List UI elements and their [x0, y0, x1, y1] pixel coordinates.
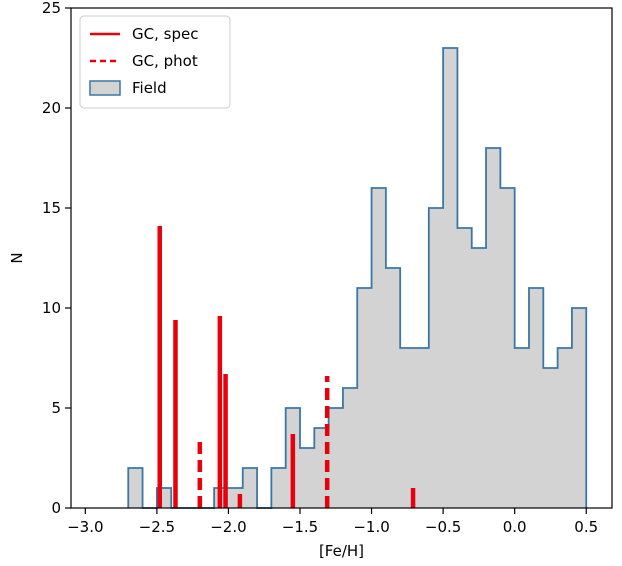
field-bin: [529, 288, 543, 508]
x-tick-label: −2.0: [210, 518, 246, 536]
field-bin: [429, 208, 443, 508]
field-bin: [558, 348, 572, 508]
y-axis-label: N: [8, 252, 26, 263]
legend-label: Field: [132, 79, 167, 97]
plot-frame: [70, 7, 613, 509]
y-tick-label: 5: [51, 399, 61, 417]
field-bin: [329, 408, 343, 508]
field-bin: [271, 468, 285, 508]
field-bin: [300, 448, 314, 508]
field-bin: [443, 48, 457, 508]
field-bin: [357, 288, 371, 508]
y-tick-label: 10: [42, 299, 61, 317]
x-tick-label: −2.5: [139, 518, 175, 536]
field-bin: [243, 468, 257, 508]
x-tick-label: 0.0: [503, 518, 527, 536]
field-bin: [128, 468, 142, 508]
field-bin: [414, 348, 428, 508]
field-bin: [386, 268, 400, 508]
x-tick-label: −1.5: [282, 518, 318, 536]
field-bin: [343, 388, 357, 508]
x-axis-label: [Fe/H]: [319, 542, 364, 560]
x-tick-label: −3.0: [67, 518, 103, 536]
legend-label: GC, spec: [132, 25, 198, 43]
field-bin: [400, 348, 414, 508]
field-bin: [500, 188, 514, 508]
field-bin: [472, 248, 486, 508]
y-tick-label: 15: [42, 199, 61, 217]
axes: −3.0 −2.5 −2.0 −1.5 −1.0 −0.5 0.0 0.5 0 5 10 15 20 25…: [8, 0, 613, 560]
x-tick-label: 0.5: [574, 518, 598, 536]
x-tick-label: −1.0: [353, 518, 389, 536]
plot-area: [127, 47, 588, 509]
y-tick-label: 20: [42, 99, 61, 117]
field-histogram-fill: [128, 48, 587, 508]
legend-label: GC, phot: [132, 52, 198, 70]
y-tick-label: 0: [51, 499, 61, 517]
x-tick-label: −0.5: [425, 518, 461, 536]
legend-swatch-field: [89, 80, 121, 96]
field-bin: [457, 228, 471, 508]
field-histogram-outline: [127, 47, 588, 509]
y-tick-label: 25: [42, 0, 61, 17]
field-bin: [486, 148, 500, 508]
field-bin: [543, 368, 557, 508]
legend: GC, spec GC, phot Field: [79, 15, 231, 109]
field-bin: [515, 348, 529, 508]
field-bin: [572, 308, 586, 508]
field-bin: [372, 188, 386, 508]
